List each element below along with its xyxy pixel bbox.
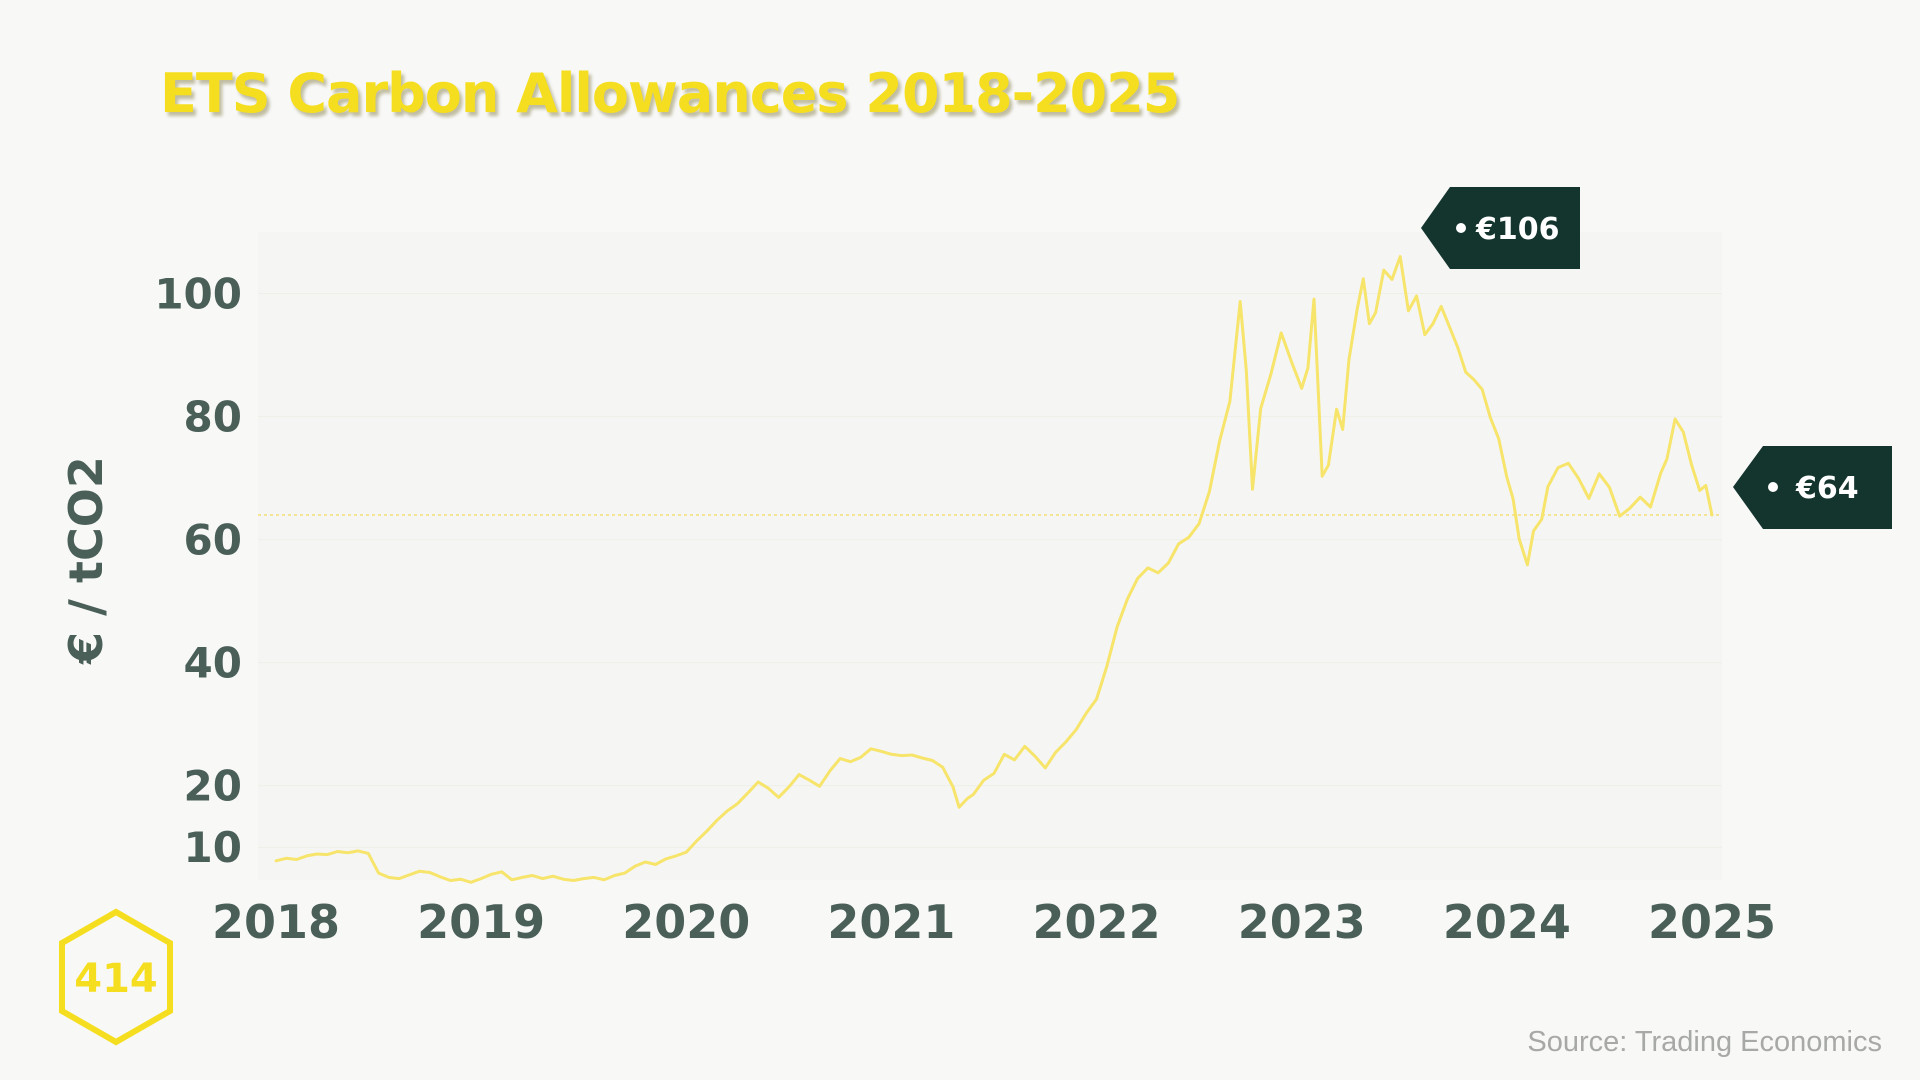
logo-text: 414 (74, 956, 158, 1002)
x-tick-2018: 2018 (212, 895, 340, 949)
peak-price-callout: €106 (1421, 187, 1580, 269)
brand-logo-icon: 414 (59, 908, 173, 1046)
logo-hexagon (59, 908, 173, 1046)
y-tick-60: 60 (184, 516, 242, 565)
x-tick-2022: 2022 (1033, 895, 1161, 949)
y-tick-40: 40 (184, 639, 242, 688)
price-series-line (274, 255, 1714, 884)
x-tick-2020: 2020 (622, 895, 750, 949)
peak-callout-label: €106 (1475, 212, 1560, 247)
x-axis-tick-labels: 2018 2019 2020 2021 2022 2023 2024 2025 (212, 895, 1776, 949)
x-tick-2021: 2021 (827, 895, 955, 949)
chart-title: ETS Carbon Allowances 2018-2025 (160, 62, 1180, 125)
last-price-callout: €64 (1733, 446, 1892, 529)
y-axis-tick-labels: 10 20 40 60 80 100 (154, 270, 242, 873)
y-tick-80: 80 (184, 393, 242, 442)
last-callout-dot (1768, 482, 1778, 492)
y-axis-label: € / tCO2 (59, 456, 113, 665)
peak-callout-tag (1421, 187, 1580, 269)
peak-callout-dot (1456, 223, 1466, 233)
x-tick-2025: 2025 (1648, 895, 1776, 949)
x-tick-2024: 2024 (1443, 895, 1571, 949)
last-callout-tag (1733, 446, 1892, 529)
source-note: Source: Trading Economics (1527, 1026, 1882, 1058)
y-tick-100: 100 (154, 270, 242, 319)
last-callout-label: €64 (1795, 471, 1859, 506)
grid-lines (258, 293, 1722, 848)
y-tick-20: 20 (184, 762, 242, 811)
x-tick-2019: 2019 (417, 895, 545, 949)
y-tick-10: 10 (184, 823, 242, 872)
x-tick-2023: 2023 (1238, 895, 1366, 949)
plot-area-background (258, 232, 1722, 880)
